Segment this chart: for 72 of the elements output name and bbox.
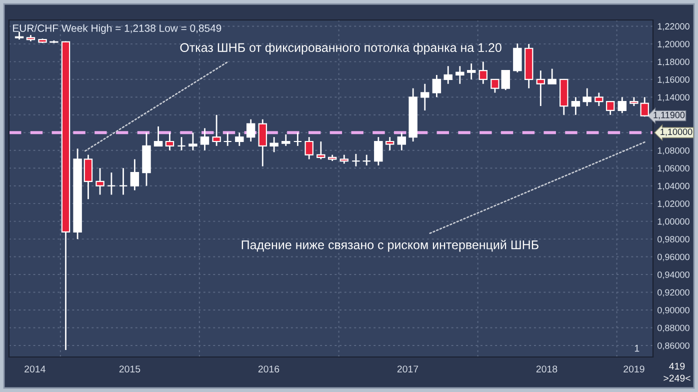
y-tick-label: 1,20000 <box>658 40 690 48</box>
candlestick <box>456 65 464 85</box>
candlestick <box>548 68 556 85</box>
candlestick <box>536 70 546 107</box>
candlestick <box>374 136 383 166</box>
y-tick-label: 0,86000 <box>658 342 690 350</box>
x-tick-label: 2017 <box>397 366 418 372</box>
x-tick-label: 2015 <box>119 366 140 372</box>
candlestick <box>618 96 627 114</box>
candlestick <box>118 167 128 196</box>
y-tick-label: 0,96000 <box>658 254 690 262</box>
candlestick <box>397 132 406 152</box>
candlestick <box>223 132 232 147</box>
candlestick <box>200 128 210 152</box>
candlestick <box>270 136 278 153</box>
candlestick <box>154 126 163 147</box>
y-tick-label: 0,98000 <box>658 236 690 244</box>
y-tick-label: 1,16000 <box>658 76 690 84</box>
y-tick-label: 1,08000 <box>658 147 690 155</box>
candlestick <box>165 132 174 152</box>
candlestick <box>420 83 430 112</box>
candlestick <box>258 118 268 168</box>
candlestick <box>352 153 360 168</box>
x-tick-label: 2014 <box>24 366 46 372</box>
candlestick <box>582 88 592 107</box>
candlestick <box>478 60 488 85</box>
chart-title: EUR/CHF Week High = 1,2138 Low = 0,8549 <box>13 24 222 34</box>
y-tick-label: 1,14000 <box>658 94 690 102</box>
candlestick <box>490 78 500 94</box>
candlestick <box>466 62 476 80</box>
text: >249< <box>664 374 690 382</box>
candlestick <box>316 140 326 160</box>
candlestick <box>304 136 314 160</box>
y-tick-label: 1,02000 <box>658 200 690 208</box>
candlestick <box>246 118 256 142</box>
candlestick <box>235 132 244 147</box>
x-tick-label: 2016 <box>258 366 280 372</box>
y-tick-label: 0,88000 <box>658 324 690 332</box>
annotation: 1 <box>634 344 640 352</box>
candlestick <box>96 167 104 196</box>
candlestick <box>444 65 452 85</box>
candlestick <box>107 172 116 196</box>
candlestick <box>385 136 394 152</box>
x-tick-label: 2019 <box>624 366 644 372</box>
candlestick <box>282 134 290 147</box>
candlestick <box>293 132 302 147</box>
candlestick <box>212 114 221 147</box>
annotation: Отказ ШНБ от фиксированного потолка франка на 1.20 <box>180 42 502 54</box>
y-tick-label: 1,22000 <box>658 23 690 31</box>
y-tick-label: 1,06000 <box>658 165 690 173</box>
ref-line-label: 1,10000 <box>660 128 692 136</box>
text: 419 <box>669 362 685 370</box>
candlestick <box>362 154 371 166</box>
candlestick <box>513 42 522 74</box>
candlestick <box>571 96 580 116</box>
y-tick-label: 1,00000 <box>658 218 690 226</box>
candlestick <box>130 158 140 191</box>
y-tick-label: 0,92000 <box>658 289 690 297</box>
y-tick-label: 1,04000 <box>658 182 690 190</box>
x-tick-label: 2018 <box>536 366 558 372</box>
candlestick <box>84 154 93 200</box>
y-tick-label: 1,18000 <box>658 58 690 66</box>
candlestick <box>188 132 198 152</box>
candlestick <box>606 100 615 116</box>
y-tick-label: 0,90000 <box>658 306 690 314</box>
annotation: Падение ниже связано с риском интервенций ШНБ <box>242 240 538 252</box>
candlestick <box>432 74 442 98</box>
candlestick <box>177 136 186 152</box>
candlestick <box>501 70 510 91</box>
annotation: 1,11900 <box>654 112 685 120</box>
y-tick-label: 0,94000 <box>658 271 690 279</box>
candlestick <box>594 92 604 107</box>
